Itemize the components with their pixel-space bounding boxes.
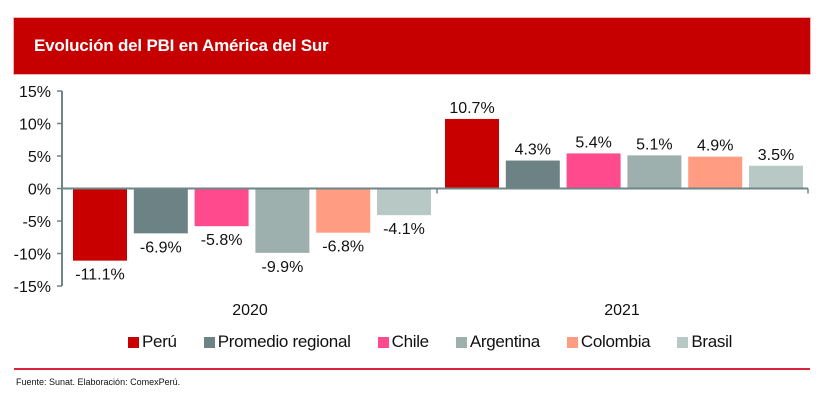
x-category-label: 2020: [232, 302, 268, 319]
data-label: -9.9%: [262, 259, 304, 276]
legend-item-argentina: Argentina: [455, 332, 540, 352]
legend-swatch: [128, 336, 139, 348]
bar-perú-2021: [445, 118, 499, 189]
data-label: 10.7%: [449, 100, 494, 117]
x-category-label: 2021: [604, 302, 640, 319]
legend-label: Argentina: [469, 332, 540, 351]
y-tick-label: 10%: [19, 117, 51, 134]
data-label: 4.9%: [697, 138, 733, 155]
legend-swatch: [203, 336, 215, 348]
bar-chart: 15% 10% 5% 0% -5% -10% -15% -11.1% -6.9% -5.8% -9…: [14, 84, 809, 319]
y-tick-label: -5%: [23, 214, 51, 231]
legend-swatch: [455, 336, 467, 348]
bar-promedio-regional-2021: [505, 160, 560, 189]
footer-divider: [14, 368, 810, 370]
legend-label: Colombia: [580, 332, 651, 351]
legend-item-chile: Chile: [377, 332, 430, 352]
data-label: 5.4%: [575, 134, 611, 151]
bar-perú-2020: [73, 188, 127, 261]
data-label: 4.3%: [515, 142, 551, 159]
source-note: Fuente: Sunat. Elaboración: ComexPerú.: [16, 377, 181, 387]
bar-chile-2020: [194, 188, 249, 227]
bar-colombia-2020: [316, 188, 371, 233]
bars: [73, 118, 803, 261]
y-tick-label: 0%: [28, 182, 51, 199]
y-axis: 15% 10% 5% 0% -5% -10% -15%: [14, 84, 63, 296]
legend-swatch: [566, 336, 578, 348]
legend-label: Perú: [142, 332, 177, 351]
data-label: -6.8%: [322, 239, 364, 256]
chart-header: Evolución del PBI en América del Sur: [14, 18, 810, 74]
bar-brasil-2020: [377, 188, 431, 216]
legend-item-colombia: Colombia: [566, 332, 651, 352]
data-label: -5.8%: [201, 232, 243, 249]
y-tick-label: 15%: [19, 84, 51, 101]
legend-item-promedio-regional: Promedio regional: [203, 332, 351, 352]
bar-argentina-2020: [255, 188, 310, 253]
bar-chile-2021: [566, 153, 621, 189]
x-axis: 2020 2021: [62, 187, 809, 319]
y-tick-label: 5%: [28, 149, 51, 166]
data-labels: -11.1% -6.9% -5.8% -9.9% -6.8% -4.1% 10.7% 4.3%…: [75, 100, 794, 284]
data-label: 5.1%: [636, 136, 672, 153]
bar-promedio-regional-2020: [133, 188, 188, 234]
legend: Perú Promedio regional Chile Argentina Colom…: [128, 332, 759, 352]
data-label: -11.1%: [75, 267, 125, 284]
bar-brasil-2021: [749, 165, 803, 189]
legend-label: Chile: [391, 332, 430, 351]
legend-label: Brasil: [691, 332, 733, 351]
legend-label: Promedio regional: [217, 332, 351, 351]
legend-swatch: [677, 336, 689, 348]
chart-title: Evolución del PBI en América del Sur: [34, 36, 329, 55]
legend-swatch: [377, 336, 389, 348]
legend-item-perú: Perú: [128, 332, 177, 352]
data-label: -6.9%: [140, 239, 182, 256]
bar-argentina-2021: [627, 155, 682, 189]
data-label: -4.1%: [383, 221, 425, 238]
data-label: 3.5%: [758, 147, 794, 164]
bar-colombia-2021: [688, 156, 743, 189]
y-tick-label: -15%: [14, 279, 51, 296]
legend-item-brasil: Brasil: [677, 332, 732, 352]
y-tick-label: -10%: [14, 247, 51, 264]
